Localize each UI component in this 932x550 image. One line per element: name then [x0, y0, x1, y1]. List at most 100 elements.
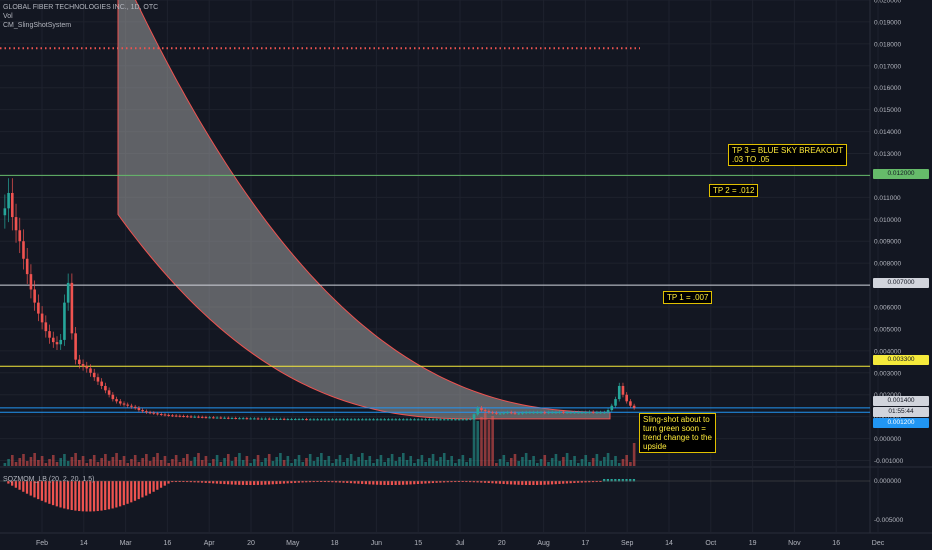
candle	[212, 417, 215, 419]
volume-bar	[63, 454, 66, 466]
osc-bar	[320, 481, 323, 483]
candle	[446, 419, 450, 421]
legend-volume[interactable]: Vol	[3, 13, 13, 20]
volume-bar	[454, 463, 457, 466]
osc-bar	[167, 481, 170, 484]
volume-bar	[174, 455, 178, 466]
candle	[167, 414, 171, 416]
x-tick-label: Mar	[120, 540, 133, 547]
volume-bar	[614, 456, 617, 466]
volume-bar	[167, 463, 171, 466]
volume-bar	[513, 454, 517, 466]
osc-bar	[431, 481, 434, 484]
volume-bar	[524, 453, 528, 466]
osc-bar	[379, 481, 382, 485]
candle	[420, 419, 424, 421]
volume-bar	[468, 458, 472, 466]
x-tick-label: 14	[665, 540, 673, 547]
legend-symbol[interactable]: GLOBAL FIBER TECHNOLOGIES INC., 1D, OTC	[3, 4, 159, 11]
osc-bar	[368, 481, 371, 485]
legend-squeeze[interactable]: SQZMOM_LB (20, 2, 20, 1.5)	[3, 476, 95, 483]
candle	[353, 419, 357, 421]
volume-bar	[156, 453, 159, 466]
candle	[145, 411, 148, 413]
candle	[614, 399, 617, 406]
tp2-callout[interactable]: TP 2 = .012	[709, 184, 759, 197]
osc-bar	[29, 481, 32, 496]
osc-bar	[305, 481, 308, 483]
y-tick-label: 0.002000	[874, 392, 901, 399]
osc-bar	[614, 479, 617, 482]
candle	[468, 418, 472, 420]
volume-bar	[212, 459, 215, 466]
osc-bar	[81, 481, 84, 512]
volume-bar	[565, 453, 569, 466]
legend-indicator[interactable]: CM_SlingShotSystem	[3, 22, 72, 29]
volume-bar	[532, 456, 535, 466]
osc-bar	[133, 481, 137, 501]
candle	[502, 412, 506, 414]
candle	[442, 419, 446, 421]
osc-bar	[442, 481, 446, 483]
candle	[96, 377, 100, 382]
osc-bar	[357, 481, 360, 484]
osc-bar	[509, 481, 513, 485]
slingshot-note[interactable]: Sling-shot about to turn green soon = tr…	[639, 413, 716, 453]
osc-bar	[569, 481, 572, 484]
volume-bar	[521, 457, 524, 466]
candle	[163, 414, 167, 416]
osc-bar	[521, 481, 524, 485]
osc-bar	[528, 481, 531, 485]
osc-bar	[197, 481, 200, 483]
candle	[364, 419, 368, 421]
osc-bar	[145, 481, 148, 496]
y-tick-label: 0.015000	[874, 107, 901, 114]
volume-bar	[29, 457, 33, 466]
candle	[409, 419, 413, 421]
candle	[431, 419, 435, 421]
candle	[33, 289, 36, 303]
osc-bar	[547, 481, 550, 485]
candle	[156, 413, 159, 415]
volume-bar	[588, 462, 591, 466]
candle	[104, 385, 107, 391]
volume-bar	[271, 461, 275, 466]
candle	[256, 418, 260, 420]
y-tick-label: 0.001000	[874, 414, 901, 421]
volume-bar	[66, 461, 70, 466]
tp1-callout[interactable]: TP 1 = .007	[663, 291, 713, 304]
candle	[37, 302, 40, 314]
volume-bar	[25, 461, 29, 466]
tp2-price-tag: 0.012000	[873, 169, 929, 179]
volume-bar	[279, 453, 282, 466]
osc-bar	[286, 481, 289, 484]
osc-bar	[55, 481, 58, 507]
osc-bar	[107, 481, 111, 510]
volume-bar	[547, 462, 550, 466]
volume-bar	[543, 455, 547, 466]
osc-bar	[554, 481, 557, 485]
osc-bar	[364, 481, 367, 485]
osc-bar	[450, 481, 453, 483]
volume-bar	[629, 462, 632, 466]
volume-bar	[431, 454, 435, 466]
volume-bar	[148, 461, 152, 466]
volume-bar	[368, 456, 372, 466]
osc-bar	[327, 481, 330, 483]
candle	[569, 412, 573, 414]
candle	[174, 415, 178, 417]
volume-bar	[48, 459, 51, 466]
candle	[506, 412, 509, 414]
osc-bar	[14, 481, 17, 488]
candle	[118, 401, 122, 404]
tp3-callout[interactable]: TP 3 = BLUE SKY BREAKOUT .03 TO .05	[728, 144, 848, 166]
y-tick-label: -0.001000	[874, 458, 904, 465]
candle	[11, 192, 14, 218]
volume-bar	[275, 457, 278, 466]
volume-bar	[223, 458, 226, 466]
x-tick-label: Jun	[371, 540, 382, 547]
osc-bar	[301, 481, 304, 483]
osc-bar	[85, 481, 88, 512]
volume-bar	[476, 421, 480, 466]
